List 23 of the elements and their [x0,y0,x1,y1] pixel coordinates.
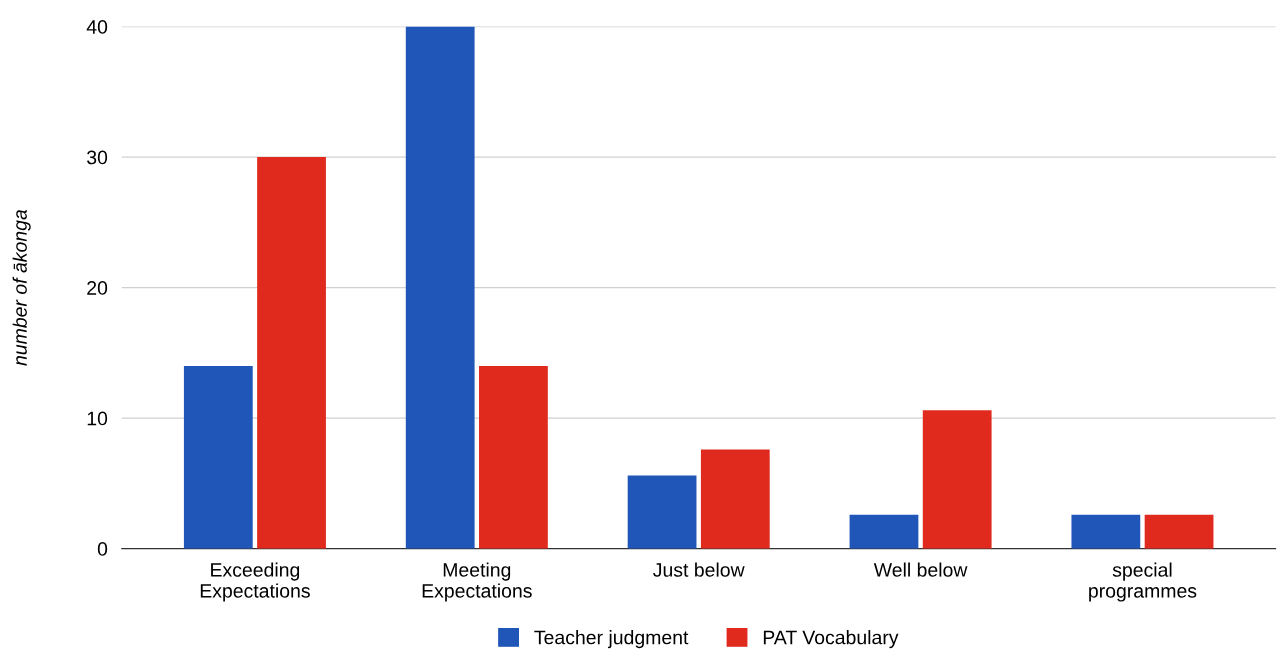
bar [183,365,253,549]
y-tick-label: 20 [87,281,108,295]
x-tick-label: special programmes [1089,562,1197,602]
x-tick-label: Well below [873,562,968,577]
x-tick-label: Exceeding Expectations [200,562,310,602]
y-tick-label: 40 [86,20,108,34]
bar [479,365,548,549]
bar [257,157,326,549]
bar [1144,514,1214,549]
legend-label: PAT Vocabulary [763,630,899,649]
bar [405,26,475,549]
legend-label: Teacher judgment [534,630,689,649]
y-axis-title: number of ākonga [12,209,31,366]
y-tick-label: 0 [97,542,108,556]
y-tick-label: 30 [87,150,108,165]
bar [1071,514,1141,549]
y-tick-label: 10 [87,411,108,426]
bar [922,410,992,549]
bar [700,449,770,549]
bar [849,514,919,549]
x-tick-label: Just below [653,562,745,577]
bar [627,475,697,549]
x-tick-label: Meeting Expectations [422,562,532,602]
